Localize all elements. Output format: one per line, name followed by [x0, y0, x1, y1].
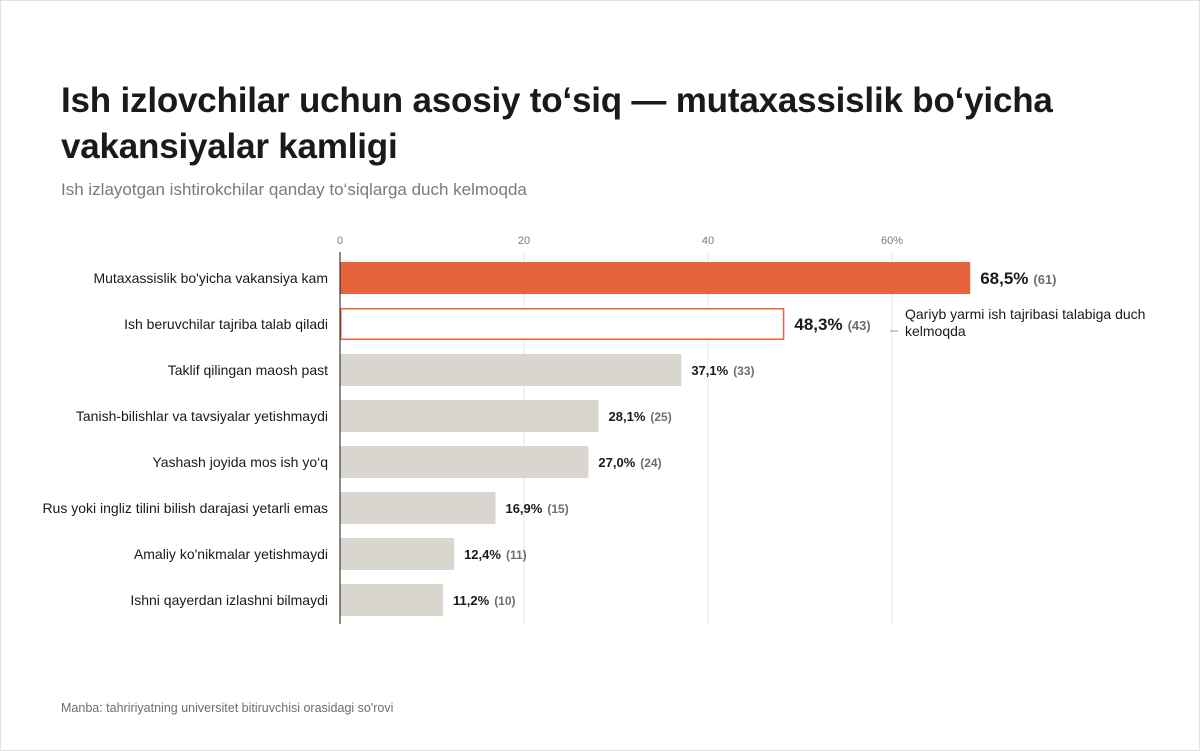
- bar: [340, 308, 785, 340]
- value-count: (61): [1033, 272, 1056, 287]
- value-percent: 68,5%: [980, 269, 1028, 288]
- value-count: (33): [733, 364, 754, 378]
- value-percent: 37,1%: [691, 363, 728, 378]
- value-label: 37,1% (33): [691, 363, 754, 378]
- value-percent: 11,2%: [453, 593, 490, 608]
- value-label: 11,2% (10): [453, 593, 516, 608]
- category-label: Mutaxassislik bo'yicha vakansiya kam: [93, 270, 328, 286]
- source-note: Manba: tahririyatning universitet bitiru…: [61, 701, 394, 715]
- labels: 0 20 40 60% Mutaxassislik bo'yicha vakansiya…: [42, 235, 1057, 624]
- value-label: 68,5% (61): [980, 269, 1056, 288]
- bars: [340, 262, 971, 616]
- value-label: 12,4% (11): [464, 547, 527, 562]
- value-count: (43): [848, 318, 871, 333]
- category-label: Rus yoki ingliz tilini bilish darajasi y…: [42, 500, 328, 516]
- bar: [340, 446, 589, 478]
- category-label: Taklif qilingan maosh past: [168, 362, 328, 378]
- value-percent: 27,0%: [598, 455, 635, 470]
- value-label: 48,3% (43): [794, 315, 870, 334]
- bar: [340, 492, 496, 524]
- chart-title: Ish izlovchilar uchun asosiy to‘siq — mu…: [61, 81, 1053, 166]
- value-count: (11): [506, 548, 527, 562]
- value-count: (15): [547, 502, 568, 516]
- annotation-note: Qariyb yarmi ish tajribasi talabiga duch…: [905, 306, 1146, 339]
- gridlines: [523, 252, 893, 624]
- value-percent: 12,4%: [464, 547, 501, 562]
- x-tick-label: 40: [702, 235, 714, 247]
- bar: [340, 584, 444, 616]
- category-label: Amaliy ko'nikmalar yetishmaydi: [134, 546, 328, 562]
- category-label: Yashash joyida mos ish yo‘q: [152, 454, 328, 470]
- bar: [340, 400, 599, 432]
- x-tick-label: 60%: [881, 235, 903, 247]
- value-label: 28,1% (25): [609, 409, 672, 424]
- category-label: Ishni qayerdan izlashni bilmaydi: [130, 592, 328, 608]
- value-count: (10): [494, 594, 515, 608]
- category-label: Tanish-bilishlar va tavsiyalar yetishmay…: [76, 408, 328, 424]
- value-label: 16,9% (15): [505, 501, 568, 516]
- bar: [340, 262, 971, 294]
- value-count: (25): [650, 410, 671, 424]
- x-tick-label: 0: [337, 235, 343, 247]
- bar: [340, 354, 682, 386]
- value-count: (24): [640, 456, 661, 470]
- chart-subtitle: Ish izlayotgan ishtirokchilar qanday to‘…: [61, 180, 527, 199]
- bar: [340, 538, 455, 570]
- value-percent: 48,3%: [794, 315, 842, 334]
- value-percent: 28,1%: [609, 409, 646, 424]
- x-tick-label: 20: [518, 235, 530, 247]
- value-percent: 16,9%: [505, 501, 542, 516]
- category-label: Ish beruvchilar tajriba talab qiladi: [124, 316, 328, 332]
- value-label: 27,0% (24): [598, 455, 661, 470]
